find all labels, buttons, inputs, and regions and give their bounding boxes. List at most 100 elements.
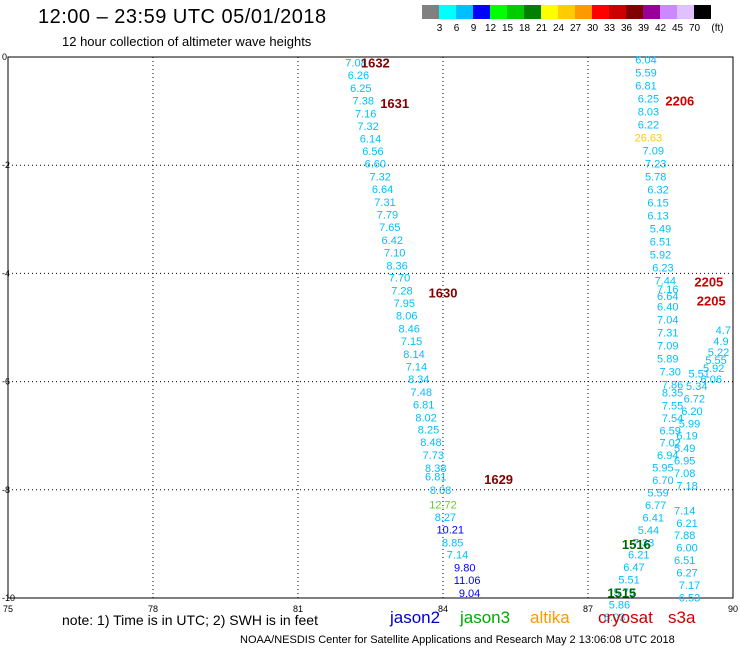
data-label: 4.7 bbox=[716, 325, 731, 337]
colorbar-swatch bbox=[677, 5, 694, 19]
data-label: 6.04 bbox=[635, 55, 656, 67]
colorbar-label: 70 bbox=[688, 23, 701, 34]
x-tick-label: 81 bbox=[293, 604, 303, 614]
page-subtitle: 12 hour collection of altimeter wave hei… bbox=[62, 34, 312, 49]
data-label: 7.28 bbox=[391, 286, 412, 298]
data-label: 5.59 bbox=[635, 68, 656, 80]
data-label: 5.99 bbox=[679, 418, 700, 430]
data-label: 7.70 bbox=[389, 273, 410, 285]
pass-label: 1629 bbox=[484, 472, 513, 487]
data-label: 26.63 bbox=[635, 133, 663, 145]
data-label: 6.00 bbox=[676, 543, 697, 555]
colorbar-label: 45 bbox=[671, 23, 684, 34]
data-label: 7.31 bbox=[657, 327, 678, 339]
x-tick-label: 84 bbox=[438, 604, 448, 614]
data-label: 8.08 bbox=[430, 485, 451, 497]
data-label: 7.65 bbox=[379, 222, 400, 234]
data-label: 7.38 bbox=[353, 95, 374, 107]
data-label: 7.32 bbox=[369, 172, 390, 184]
data-label: 8.14 bbox=[403, 349, 424, 361]
data-label: 5.22 bbox=[708, 347, 729, 359]
mission-cryosat: cryosat bbox=[598, 608, 653, 627]
x-tick-label: 78 bbox=[148, 604, 158, 614]
data-label: 5.44 bbox=[638, 525, 659, 537]
data-label: 6.47 bbox=[623, 562, 644, 574]
data-label: 6.21 bbox=[676, 518, 697, 530]
colorbar-label: 39 bbox=[637, 23, 650, 34]
data-label: 7.09 bbox=[643, 146, 664, 158]
data-label: 7.44 bbox=[655, 275, 676, 287]
colorbar-swatch bbox=[694, 5, 711, 19]
colorbar-swatch bbox=[422, 5, 439, 19]
data-label: 6.21 bbox=[628, 550, 649, 562]
data-label: 7.15 bbox=[401, 336, 422, 348]
pass-label: 1632 bbox=[361, 55, 390, 70]
colorbar-swatch bbox=[507, 5, 524, 19]
data-label: 8.03 bbox=[638, 107, 659, 119]
colorbar-unit: (ft) bbox=[711, 23, 724, 34]
y-tick-label: -10 bbox=[2, 593, 15, 603]
data-label: 6.53 bbox=[679, 592, 700, 604]
colorbar-label: 30 bbox=[586, 23, 599, 34]
data-label: 7.31 bbox=[374, 197, 395, 209]
data-label: 6.40 bbox=[657, 301, 678, 313]
pass-label: 1515 bbox=[607, 586, 636, 601]
data-label: 6.51 bbox=[650, 236, 671, 248]
data-label: 5.49 bbox=[674, 443, 695, 455]
data-label: 8.06 bbox=[396, 311, 417, 323]
data-label: 6.13 bbox=[647, 211, 668, 223]
data-label: 7.04 bbox=[657, 314, 678, 326]
data-label: 7.95 bbox=[394, 298, 415, 310]
data-label: 6.25 bbox=[350, 83, 371, 95]
y-tick-label: -4 bbox=[2, 268, 10, 278]
data-label: 6.72 bbox=[684, 393, 705, 405]
pass-label: 2205 bbox=[694, 275, 723, 290]
data-label: 4.9 bbox=[713, 336, 728, 348]
data-label: 7.16 bbox=[355, 108, 376, 120]
data-label: 7.16 bbox=[657, 284, 678, 296]
data-label: 6.95 bbox=[674, 456, 695, 468]
data-label: 7.08 bbox=[674, 468, 695, 480]
data-label: 6.14 bbox=[360, 134, 381, 146]
pass-label: 1631 bbox=[380, 96, 409, 111]
y-tick-label: -2 bbox=[2, 160, 10, 170]
data-label: 5.92 bbox=[703, 363, 724, 375]
data-label: 6.15 bbox=[647, 198, 668, 210]
data-label: 5.89 bbox=[657, 353, 678, 365]
data-label: 5.51 bbox=[688, 368, 709, 380]
pass-label: 1516 bbox=[622, 537, 651, 552]
data-label: 8.35 bbox=[662, 387, 683, 399]
data-label: 7.30 bbox=[659, 366, 680, 378]
colorbar-label: 27 bbox=[569, 23, 582, 34]
colorbar-label: 15 bbox=[501, 23, 514, 34]
data-label: 6.81 bbox=[413, 399, 434, 411]
colorbar-label: 3 bbox=[436, 23, 443, 34]
data-label: 7.10 bbox=[384, 247, 405, 259]
colorbar-label: 33 bbox=[603, 23, 616, 34]
data-label: 10.21 bbox=[436, 524, 464, 536]
pass-label: 2205 bbox=[697, 293, 726, 308]
mission-jason2: jason2 bbox=[390, 608, 441, 627]
colorbar-swatch bbox=[473, 5, 490, 19]
data-label: 7.88 bbox=[674, 530, 695, 542]
colorbar-swatch bbox=[609, 5, 626, 19]
data-label: 7.33 bbox=[633, 537, 654, 549]
x-tick-label: 87 bbox=[583, 604, 593, 614]
data-label: 7.48 bbox=[411, 387, 432, 399]
data-label: 7.32 bbox=[357, 121, 378, 133]
plot-frame bbox=[7, 56, 734, 599]
colorbar-label: 21 bbox=[535, 23, 548, 34]
x-tick-label: 90 bbox=[728, 604, 738, 614]
data-label: 7.79 bbox=[377, 209, 398, 221]
data-label: 7.17 bbox=[679, 580, 700, 592]
data-label: 6.23 bbox=[652, 262, 673, 274]
pass-label: 1630 bbox=[429, 285, 458, 300]
colorbar-swatch bbox=[558, 5, 575, 19]
data-label: 6.32 bbox=[647, 185, 668, 197]
data-label: 5.95 bbox=[652, 463, 673, 475]
data-label: 6.94 bbox=[657, 450, 678, 462]
data-label: 6.56 bbox=[362, 146, 383, 158]
data-label: 5.78 bbox=[645, 172, 666, 184]
data-label: 6.70 bbox=[652, 475, 673, 487]
data-label: 6.06 bbox=[701, 374, 722, 386]
